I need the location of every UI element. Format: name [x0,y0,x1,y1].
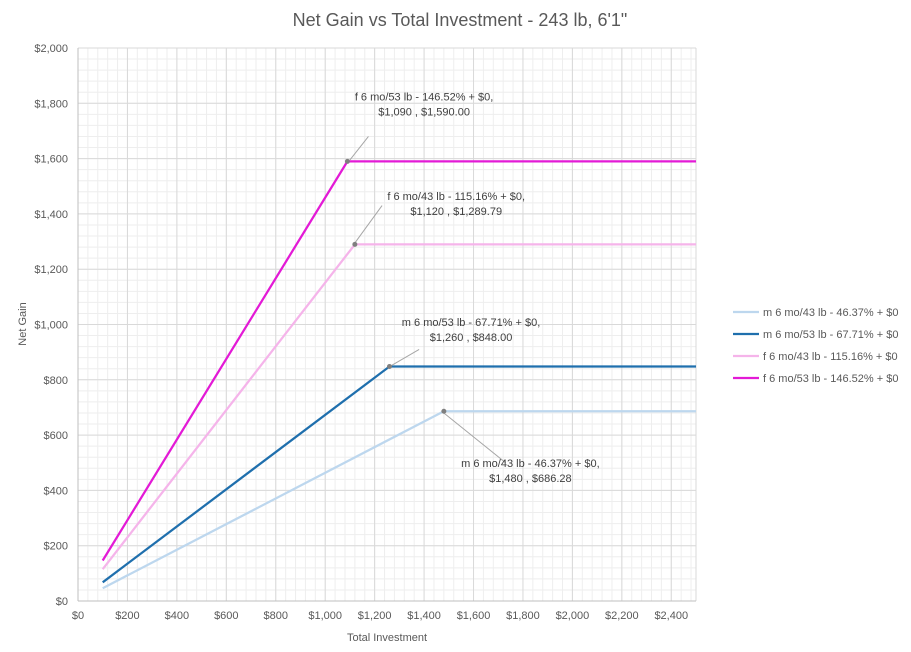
y-tick-label: $400 [44,485,68,497]
axes [77,48,696,602]
y-tick-label: $1,600 [34,154,68,166]
y-axis-title: Net Gain [17,302,29,345]
legend-label: f 6 mo/43 lb - 115.16% + $0 [763,351,898,363]
legend-label: m 6 mo/43 lb - 46.37% + $0 [763,307,898,319]
y-tick-label: $1,200 [34,264,68,276]
x-tick-label: $1,200 [358,610,392,622]
x-axis-title: Total Investment [347,632,427,644]
annotation-label-line1: f 6 mo/43 lb - 115.16% + $0, [387,191,525,203]
x-tick-label: $1,800 [506,610,540,622]
annotation-marker [441,408,447,414]
annotation-leader [354,205,383,244]
annotation-marker [386,364,392,370]
annotation-leader [349,136,369,161]
y-tick-label: $200 [44,541,68,553]
y-tick-label: $1,000 [34,320,68,332]
x-tick-label: $800 [264,610,288,622]
y-tick-label: $1,400 [34,209,68,221]
y-tick-label: $1,800 [34,98,68,110]
x-tick-labels: $0 $200 $400 $600 $800 $1,000 $1,200 $1,400 $1,6… [72,610,688,622]
series-line-3 [101,243,696,570]
legend-label: f 6 mo/53 lb - 146.52% + $0 [763,373,898,385]
x-tick-label: $0 [72,610,84,622]
annotation-label-line2: $1,120 , $1,289.79 [410,206,502,218]
x-tick-label: $2,200 [605,610,639,622]
x-tick-label: $2,400 [654,610,688,622]
data-annotations: f 6 mo/53 lb - 146.52% + $0, $1,090 , $1,… [344,92,600,485]
annotation-marker [344,158,350,164]
major-gridlines [77,47,697,602]
annotation-leader [390,348,420,367]
x-tick-label: $1,000 [308,610,342,622]
annotation-label-line2: $1,090 , $1,590.00 [378,107,470,119]
x-tick-label: $400 [165,610,189,622]
annotation-label-line1: m 6 mo/43 lb - 46.37% + $0, [461,458,600,470]
y-tick-label: $800 [44,375,68,387]
annotation-label-line2: $1,480 , $686.28 [489,473,572,485]
y-tick-label: $0 [56,596,68,608]
annotation-marker [352,241,358,247]
x-tick-label: $2,000 [556,610,590,622]
y-tick-label: $2,000 [34,43,68,55]
legend: m 6 mo/43 lb - 46.37% + $0 m 6 mo/53 lb -… [733,307,898,385]
y-tick-labels: $0 $200 $400 $600 $800 $1,000 $1,200 $1,400 $1,6… [34,43,68,608]
annotation-leader [443,412,506,464]
x-tick-label: $1,400 [407,610,441,622]
x-tick-label: $1,600 [457,610,491,622]
annotation-label-line2: $1,260 , $848.00 [430,332,513,344]
annotation-label-line1: m 6 mo/53 lb - 67.71% + $0, [402,317,541,329]
chart-title: Net Gain vs Total Investment - 243 lb, 6… [293,10,628,30]
x-tick-label: $200 [115,610,139,622]
series-line-2 [102,365,696,584]
legend-label: m 6 mo/53 lb - 67.71% + $0 [763,329,898,341]
series-line-1 [102,410,696,590]
y-tick-label: $600 [44,430,68,442]
x-tick-label: $600 [214,610,238,622]
annotation-label-line1: f 6 mo/53 lb - 146.52% + $0, [355,92,494,104]
